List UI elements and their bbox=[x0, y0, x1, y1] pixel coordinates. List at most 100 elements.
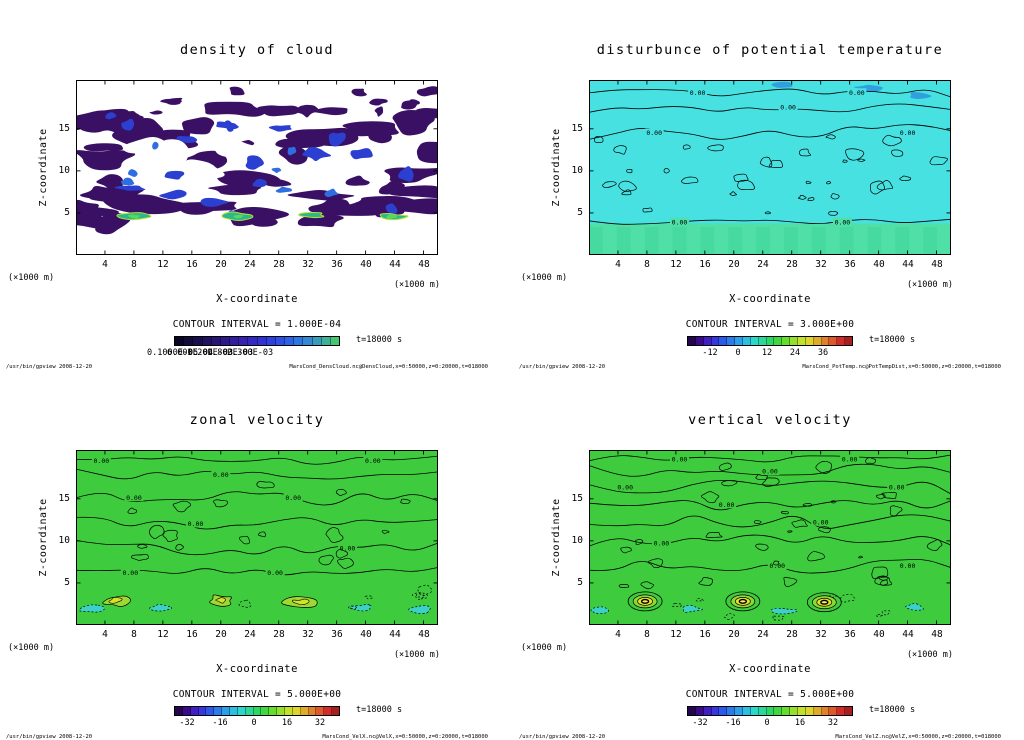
colorbar-segment bbox=[269, 707, 278, 715]
colorbar-segment bbox=[182, 707, 191, 715]
time-label: t=18000 s bbox=[356, 335, 403, 345]
colorbar-segment bbox=[735, 337, 744, 345]
colorbar-segment bbox=[695, 337, 704, 345]
colorbar-labels: 0.1000E-05 6.000E-04 1.200E-03 1.800E-03 2.3… bbox=[147, 348, 340, 359]
colorbar-segment bbox=[711, 337, 720, 345]
y-tick-label: 15 bbox=[571, 123, 583, 134]
x-tick-label: 4 bbox=[102, 629, 108, 640]
contour-interval-label: CONTOUR INTERVAL = 1.000E-04 bbox=[172, 319, 342, 330]
x-tick-label: 8 bbox=[131, 259, 137, 270]
colorbar-tick-label: 0 bbox=[251, 718, 257, 728]
panel-title: density of cloud bbox=[179, 42, 335, 58]
panel-vertical-velocity: vertical velocity Z-coordinate 0.00 0.00 0… bbox=[513, 400, 1024, 740]
data-file-text: MarsCond_DensCloud.nc@DensCloud,x=0:5000… bbox=[289, 364, 488, 370]
x-tick-label: 44 bbox=[389, 629, 401, 640]
colorbar-segment bbox=[703, 707, 712, 715]
data-file-text: MarsCond_VelZ.nc@VelZ,x=0:50000,z=0:2000… bbox=[835, 734, 1001, 740]
colorbar-segment bbox=[790, 707, 799, 715]
colorbar-tick-label: 1.200E-03 bbox=[187, 348, 234, 358]
x-tick-label: 44 bbox=[902, 629, 914, 640]
colorbar-segment bbox=[743, 707, 751, 715]
colorbar-segment bbox=[805, 707, 814, 715]
x-tick-label: 4 bbox=[102, 259, 108, 270]
time-label: t=18000 s bbox=[869, 335, 916, 345]
colorbar-segment bbox=[758, 337, 767, 345]
colorbar-segment bbox=[324, 707, 333, 715]
x-tick-label: 8 bbox=[644, 629, 650, 640]
colorbar-tick-label: -16 bbox=[725, 718, 741, 728]
colorbar-segment bbox=[766, 707, 775, 715]
colorbar-segment bbox=[193, 337, 203, 345]
colorbar-segment bbox=[248, 337, 258, 345]
x-tick-label: 48 bbox=[931, 629, 943, 640]
x-tick-label: 8 bbox=[644, 259, 650, 270]
command-line-text: /usr/bin/gpview 2008-12-20 bbox=[6, 734, 93, 740]
x-tick-label: 44 bbox=[389, 259, 401, 270]
colorbar-segment bbox=[845, 707, 853, 715]
svg-text:0.00: 0.00 bbox=[842, 455, 858, 463]
colorbar-segment bbox=[184, 337, 194, 345]
x-tick-label: 28 bbox=[786, 629, 798, 640]
colorbar-segment bbox=[719, 707, 728, 715]
svg-text:0.00: 0.00 bbox=[126, 494, 142, 502]
x-tick-label: 32 bbox=[815, 259, 827, 270]
x-tick-label: 16 bbox=[186, 629, 198, 640]
colorbar-tick-label: 1.800E-03 bbox=[207, 348, 254, 358]
data-file-text: MarsCond_VelX.nc@VelX,x=0:50000,z=0:2000… bbox=[322, 734, 488, 740]
x-tick-labels: 4 8 12 16 20 24 28 32 36 40 44 48 bbox=[513, 629, 1024, 641]
panel-density-of-cloud: density of cloud Z-coordinate 5 10 15 4 8 12… bbox=[0, 30, 512, 370]
x-tick-labels: 4 8 12 16 20 24 28 32 36 40 44 48 bbox=[513, 259, 1024, 271]
colorbar-labels: -32 -16 0 16 32 bbox=[687, 718, 853, 729]
colorbar-segment bbox=[703, 337, 712, 345]
plot-area bbox=[76, 80, 438, 255]
colorbar-segment bbox=[202, 337, 212, 345]
colorbar-tick-label: 0.1000E-05 bbox=[147, 348, 199, 358]
colorbar-segment bbox=[332, 707, 340, 715]
colorbar-segment bbox=[222, 707, 231, 715]
svg-text:0.00: 0.00 bbox=[646, 129, 662, 137]
command-line-text: /usr/bin/gpview 2008-12-20 bbox=[519, 734, 606, 740]
colorbar-segment bbox=[237, 707, 246, 715]
contour-field-svg: 0.00 0.00 0.00 0.00 0.00 0.00 0.00 bbox=[589, 80, 951, 255]
colorbar-tick-label: 36 bbox=[817, 348, 829, 358]
x-tick-label: 4 bbox=[615, 629, 621, 640]
x-axis-label: X-coordinate bbox=[216, 663, 298, 675]
colorbar bbox=[174, 706, 340, 716]
x-tick-label: 16 bbox=[699, 259, 711, 270]
x-tick-label: 8 bbox=[131, 629, 137, 640]
contour-field-svg: 0.00 0.00 0.00 0.00 0.00 0.00 0.00 0.00 0.00 0.00 bbox=[589, 450, 951, 625]
colorbar-segment bbox=[695, 707, 704, 715]
data-file-text: MarsCond_PotTemp.nc@PotTempDist,x=0:5000… bbox=[802, 364, 1001, 370]
colorbar-segment bbox=[261, 707, 270, 715]
colorbar-tick-label: 16 bbox=[281, 718, 293, 728]
colorbar-segment bbox=[312, 337, 322, 345]
colorbar-labels: -32 -16 0 16 32 bbox=[174, 718, 340, 729]
x-tick-label: 4 bbox=[615, 259, 621, 270]
y-tick-labels: 5 10 15 bbox=[553, 400, 583, 640]
colorbar-segment bbox=[805, 337, 814, 345]
colorbar-segment bbox=[300, 707, 309, 715]
y-tick-label: 5 bbox=[64, 207, 70, 218]
x-tick-label: 28 bbox=[786, 259, 798, 270]
colorbar-segment bbox=[330, 337, 340, 345]
x-tick-label: 48 bbox=[418, 259, 430, 270]
colorbar-segment bbox=[813, 707, 822, 715]
colorbar-segment bbox=[727, 337, 736, 345]
plot-area: 0.00 0.00 0.00 0.00 0.00 0.00 0.00 0.00 0.00 bbox=[76, 450, 438, 625]
svg-text:0.00: 0.00 bbox=[654, 539, 670, 547]
x-tick-label: 24 bbox=[757, 629, 769, 640]
colorbar-segment bbox=[774, 707, 783, 715]
y-tick-label: 5 bbox=[577, 577, 583, 588]
colorbar-segment bbox=[321, 337, 331, 345]
colorbar-segment bbox=[211, 337, 221, 345]
colorbar-tick-label: 12 bbox=[761, 348, 773, 358]
panel-title: disturbunce of potential temperature bbox=[596, 42, 944, 58]
colorbar-segment bbox=[790, 337, 799, 345]
footer-row: /usr/bin/gpview 2008-12-20 MarsCond_VelX… bbox=[6, 734, 488, 740]
svg-text:0.00: 0.00 bbox=[94, 457, 110, 465]
x-axis-unit: (×1000 m) bbox=[906, 280, 953, 290]
x-tick-label: 40 bbox=[360, 259, 372, 270]
colorbar-segment bbox=[294, 337, 304, 345]
colorbar-segment bbox=[277, 707, 286, 715]
x-tick-label: 32 bbox=[302, 259, 314, 270]
